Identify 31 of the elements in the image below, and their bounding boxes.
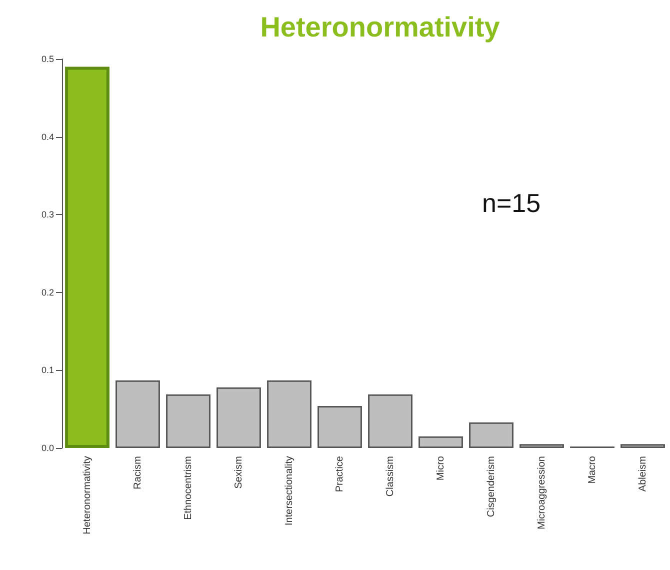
bar [520,444,564,448]
y-tick-label: 0.2 [41,287,54,298]
x-tick-label: Cisgenderism [486,456,497,518]
y-tick-label: 0.5 [41,54,54,64]
y-tick-label: 0.3 [41,210,54,220]
y-tick-label: 0.4 [41,132,54,142]
bar [368,394,412,448]
bar [620,444,665,448]
x-tick-label: Macro [586,456,598,484]
y-tick-label: 0.0 [41,443,54,453]
bar [469,422,514,448]
bar [418,436,463,448]
x-tick-label: Ethnocentrism [182,456,194,520]
annotation: n=15 [482,188,541,218]
x-tick-label: Practice [334,456,346,492]
x-tick-label: Ableism [637,456,648,492]
bar [216,387,261,448]
bar [65,66,110,448]
x-tick-label: Intersectionality [284,456,295,526]
x-tick-label: Sexism [233,456,244,489]
bar [116,380,160,448]
bar [318,406,362,448]
bar [267,380,312,448]
y-tick-label: 0.1 [41,365,54,376]
x-tick-label: Heteronormativity [82,456,93,534]
bar [166,394,210,448]
x-tick-label: Racism [132,456,144,490]
x-tick-label: Micro [435,456,446,480]
chart-title: Heteronormativity [260,12,500,42]
x-tick-label: Microaggression [536,456,548,530]
x-tick-label: Classism [384,456,396,497]
